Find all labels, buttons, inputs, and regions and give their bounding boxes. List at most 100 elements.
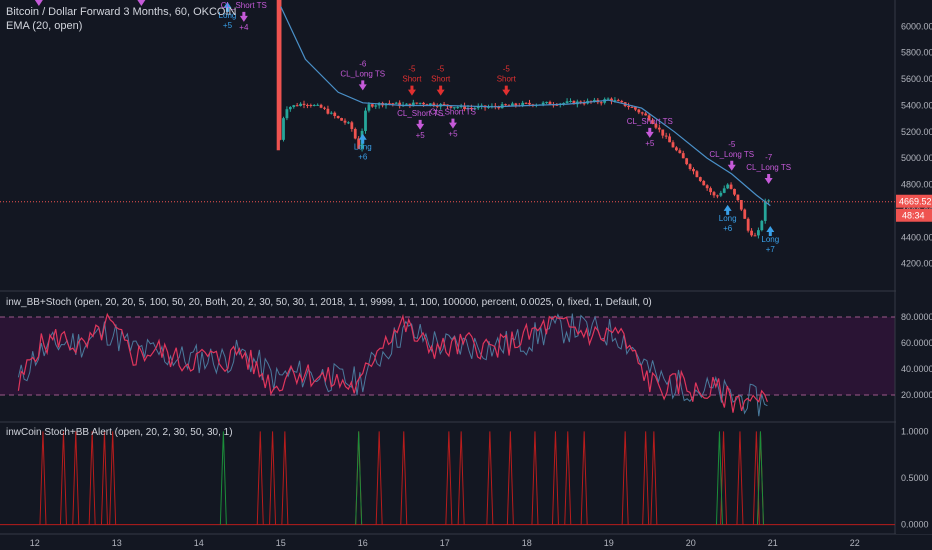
- candle-body[interactable]: [610, 98, 613, 102]
- candle-body[interactable]: [698, 177, 702, 182]
- alert-pane[interactable]: [0, 431, 895, 526]
- alert-spike-red[interactable]: [650, 431, 658, 525]
- alert-spike-red[interactable]: [375, 431, 383, 525]
- candle-body[interactable]: [487, 106, 490, 108]
- alert-spike-red[interactable]: [100, 431, 108, 525]
- candle-body[interactable]: [411, 102, 415, 107]
- candle-body[interactable]: [722, 188, 726, 193]
- candle-body[interactable]: [367, 104, 371, 111]
- ema-line[interactable]: [280, 6, 771, 207]
- candle-body[interactable]: [733, 188, 736, 195]
- candle-body[interactable]: [757, 230, 760, 236]
- candle-body[interactable]: [466, 107, 470, 110]
- candle-body[interactable]: [671, 142, 675, 148]
- alert-legend[interactable]: inwCoin Stoch+BB Alert (open, 20, 2, 30,…: [6, 427, 233, 438]
- candle-body[interactable]: [473, 108, 477, 110]
- alert-spike-red[interactable]: [642, 431, 650, 525]
- candle-body[interactable]: [647, 115, 651, 121]
- candle-body[interactable]: [627, 106, 630, 108]
- short-arrow-icon[interactable]: [358, 80, 367, 91]
- long-arrow-icon[interactable]: [766, 226, 775, 236]
- candle-body[interactable]: [435, 105, 439, 107]
- bb-stoch-pane[interactable]: [0, 312, 895, 417]
- short-arrow-icon[interactable]: [436, 85, 445, 96]
- alert-spike-green[interactable]: [355, 431, 363, 525]
- candle-body[interactable]: [374, 105, 378, 107]
- candle-body[interactable]: [593, 99, 596, 102]
- candle-body[interactable]: [429, 103, 432, 105]
- short-arrow-icon[interactable]: [34, 0, 43, 6]
- candle-body[interactable]: [528, 102, 531, 105]
- candle-body[interactable]: [726, 184, 730, 189]
- candle-body[interactable]: [343, 120, 347, 123]
- candle-body[interactable]: [391, 103, 395, 105]
- candle-body[interactable]: [668, 136, 671, 143]
- alert-spike-red[interactable]: [39, 431, 47, 525]
- alert-spike-red[interactable]: [445, 431, 453, 525]
- ema-legend[interactable]: EMA (20, open): [6, 20, 83, 32]
- candle-body[interactable]: [329, 112, 333, 114]
- candle-body[interactable]: [654, 123, 658, 128]
- candle-body[interactable]: [569, 100, 572, 102]
- candle-body[interactable]: [306, 104, 309, 106]
- candle-body[interactable]: [599, 102, 603, 104]
- candle-body[interactable]: [319, 104, 323, 108]
- candle-body[interactable]: [763, 200, 767, 221]
- candle-body[interactable]: [432, 103, 436, 106]
- candle-body[interactable]: [292, 105, 296, 108]
- candle-body[interactable]: [524, 102, 528, 104]
- candle-body[interactable]: [739, 200, 743, 210]
- short-arrow-icon[interactable]: [727, 160, 736, 171]
- short-arrow-icon[interactable]: [448, 118, 457, 129]
- candle-body[interactable]: [514, 103, 518, 106]
- candle-body[interactable]: [353, 128, 357, 139]
- candle-body[interactable]: [497, 106, 501, 109]
- short-arrow-icon[interactable]: [137, 0, 146, 6]
- candle-body[interactable]: [347, 122, 350, 124]
- short-arrow-icon[interactable]: [645, 127, 654, 138]
- candle-body[interactable]: [418, 102, 422, 104]
- time-axis[interactable]: 12 13 14 15 16 17 18 19 20 21 22: [30, 538, 860, 548]
- candle-body[interactable]: [476, 106, 480, 109]
- candle-body[interactable]: [333, 112, 337, 117]
- candle-body[interactable]: [295, 105, 299, 107]
- candle-body[interactable]: [616, 100, 620, 102]
- candle-body[interactable]: [302, 103, 306, 105]
- candle-body[interactable]: [449, 106, 453, 108]
- candle-body[interactable]: [634, 107, 637, 110]
- alert-spike-red[interactable]: [109, 431, 117, 525]
- candle-body[interactable]: [548, 101, 552, 105]
- candle-body[interactable]: [716, 195, 719, 197]
- alert-spike-red[interactable]: [59, 431, 67, 525]
- candle-body[interactable]: [312, 104, 316, 106]
- candle-body[interactable]: [456, 107, 460, 109]
- candle-body[interactable]: [388, 103, 391, 105]
- candle-body[interactable]: [470, 107, 473, 109]
- candle-body[interactable]: [285, 109, 289, 119]
- candle-body[interactable]: [504, 104, 507, 106]
- short-arrow-icon[interactable]: [764, 173, 773, 184]
- candle-body[interactable]: [664, 135, 668, 137]
- short-arrow-icon[interactable]: [407, 85, 416, 96]
- candle-body[interactable]: [555, 104, 559, 106]
- short-arrow-icon[interactable]: [416, 119, 425, 130]
- candle-body[interactable]: [507, 105, 511, 107]
- candle-body[interactable]: [702, 181, 706, 186]
- candle-body[interactable]: [640, 112, 644, 114]
- stoch-d-line[interactable]: [17, 313, 768, 417]
- short-arrow-icon[interactable]: [239, 11, 248, 22]
- candle-body[interactable]: [572, 100, 576, 105]
- last-price-badge[interactable]: [896, 194, 932, 208]
- alert-spike-red[interactable]: [72, 431, 80, 525]
- candle-body[interactable]: [452, 107, 456, 109]
- alert-spike-red[interactable]: [621, 431, 629, 525]
- candle-body[interactable]: [370, 104, 374, 107]
- candle-body[interactable]: [678, 150, 682, 154]
- candle-body[interactable]: [675, 147, 678, 151]
- long-arrow-icon[interactable]: [223, 1, 232, 12]
- candle-body[interactable]: [323, 107, 326, 109]
- candle-body[interactable]: [651, 120, 654, 124]
- alert-spike-red[interactable]: [580, 431, 588, 525]
